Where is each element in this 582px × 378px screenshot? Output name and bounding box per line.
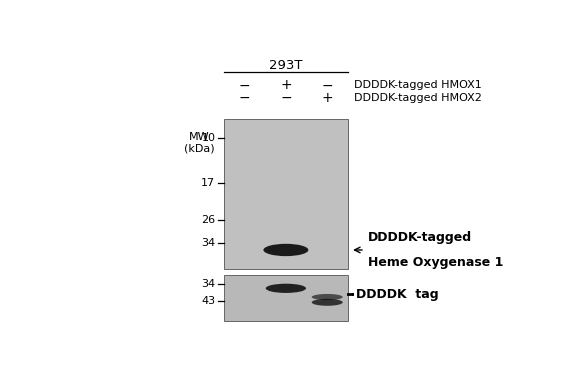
Text: DDDDK-tagged HMOX2: DDDDK-tagged HMOX2	[354, 93, 482, 103]
Text: 34: 34	[201, 279, 215, 289]
Text: +: +	[321, 91, 333, 105]
Text: 26: 26	[201, 215, 215, 225]
Text: DDDDK-tagged HMOX1: DDDDK-tagged HMOX1	[354, 81, 482, 90]
Text: Heme Oxygenase 1: Heme Oxygenase 1	[368, 256, 503, 269]
Text: DDDDK-tagged: DDDDK-tagged	[368, 231, 472, 244]
Bar	[224, 275, 348, 321]
Text: −: −	[280, 91, 292, 105]
Text: DDDDK  tag: DDDDK tag	[356, 288, 439, 301]
Text: −: −	[239, 91, 250, 105]
Text: −: −	[321, 78, 333, 92]
Ellipse shape	[264, 244, 308, 256]
Bar	[224, 119, 348, 269]
Text: 293T: 293T	[269, 59, 303, 72]
Ellipse shape	[312, 294, 343, 300]
Ellipse shape	[312, 299, 343, 306]
Text: 17: 17	[201, 178, 215, 188]
Ellipse shape	[266, 284, 306, 293]
Text: 10: 10	[201, 133, 215, 143]
Text: −: −	[239, 78, 250, 92]
Text: 34: 34	[201, 238, 215, 248]
Text: MW
(kDa): MW (kDa)	[184, 132, 214, 154]
Text: 43: 43	[201, 296, 215, 307]
Text: +: +	[280, 78, 292, 92]
